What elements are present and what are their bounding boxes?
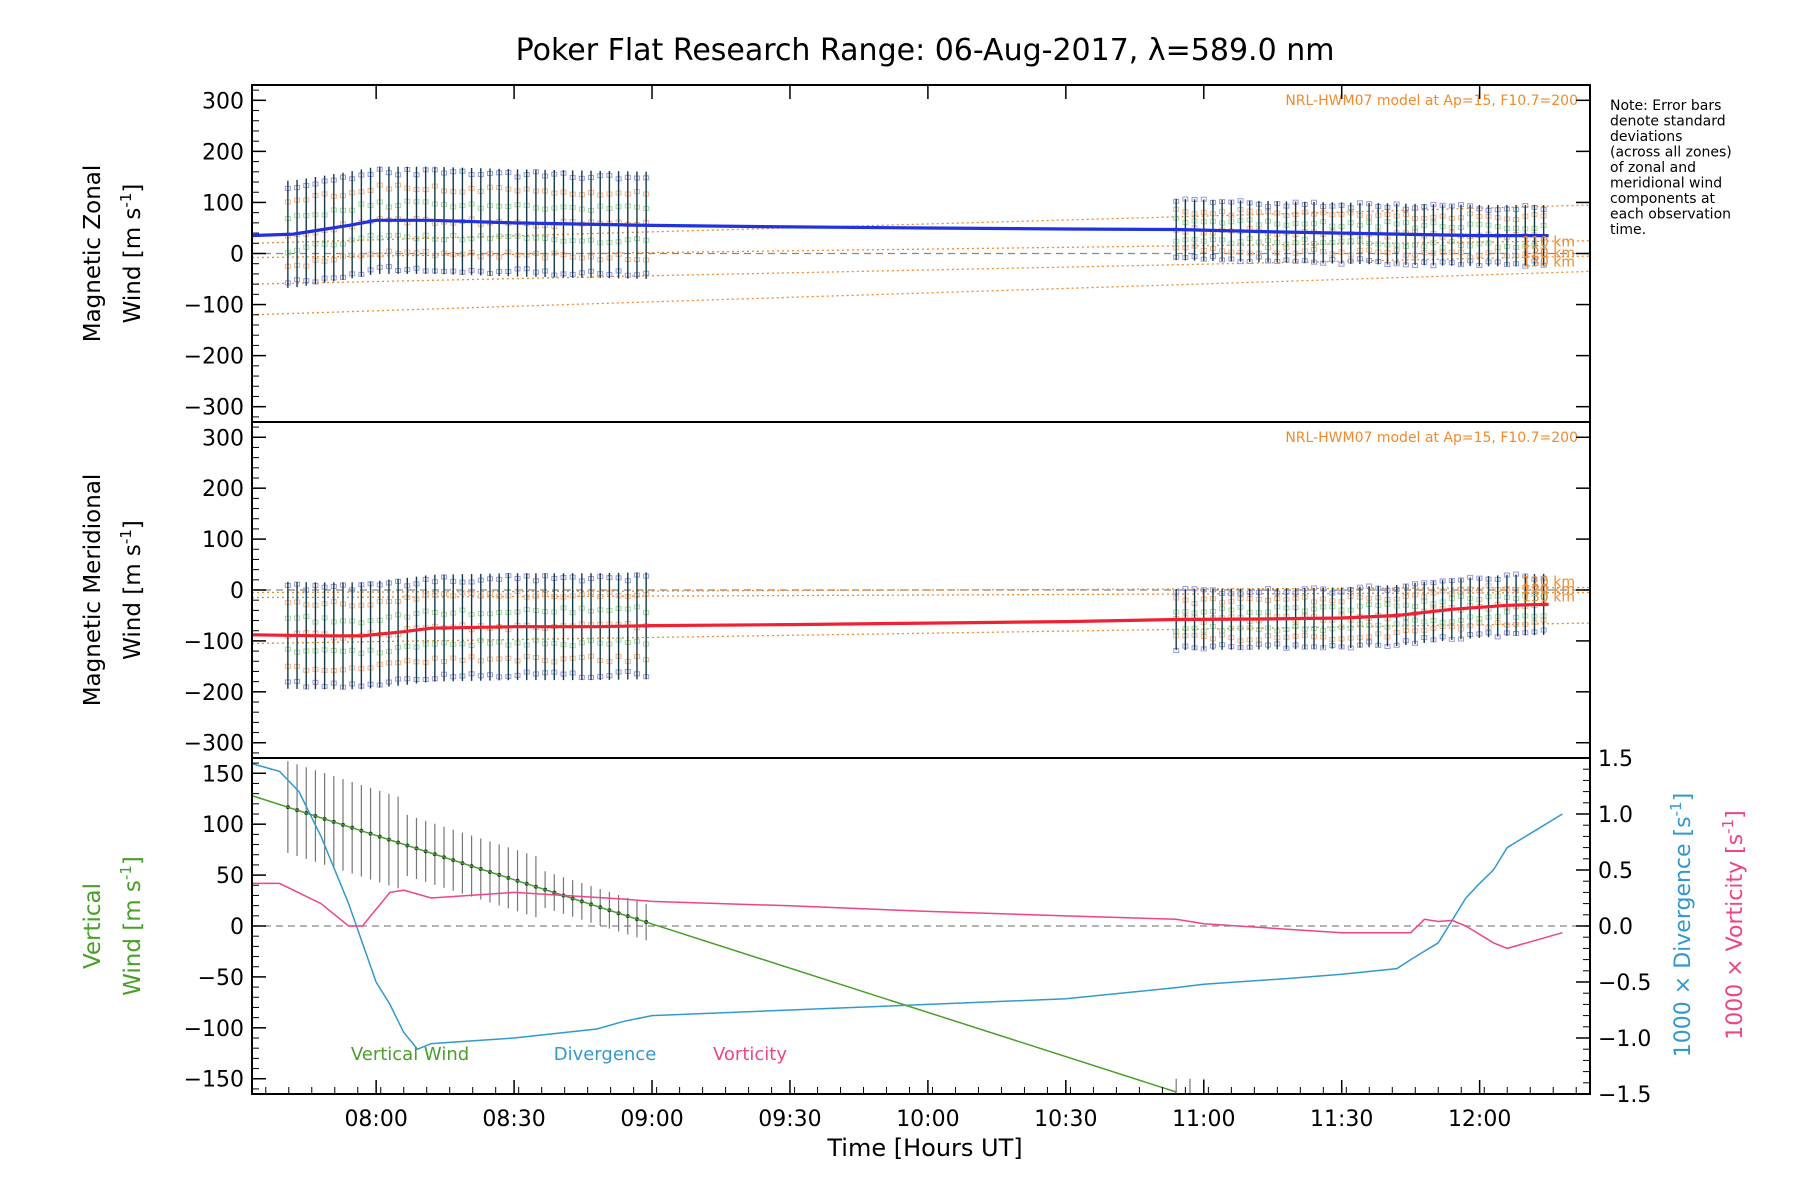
model-altitude-label: 120 km [1522,582,1575,598]
y-tick-label: 200 [202,140,244,165]
y-tick-label: −50 [198,966,244,991]
y-axis-title-line1: Magnetic Meridional [80,474,106,707]
y-tick-label: 100 [202,191,244,216]
y-tick-label: −150 [184,1068,244,1093]
y-tick-label: 0 [230,243,244,268]
y2-tick-label: 1.0 [1598,803,1633,828]
y2-tick-label: 0.0 [1598,915,1633,940]
model-altitude-label: 110 km [1522,234,1575,250]
x-tick-label: 08:30 [482,1107,545,1132]
note-line: components at [1610,191,1716,207]
divergence-line [252,762,1563,1051]
zonal-wind-line [252,218,1549,238]
model-label: NRL-HWM07 model at Ap=15, F10.7=200 [1285,93,1578,109]
model-altitude-label: 130 km [1522,590,1575,606]
y-tick-label: −300 [184,396,244,421]
model-altitude-label: 130 km [1522,255,1575,271]
y-tick-label: 100 [202,813,244,838]
y-axis-title-line1: Vertical [80,883,106,969]
y-tick-label: −200 [184,345,244,370]
y-axis-title-line2: Wind [m s-1] [117,520,146,660]
y-tick-label: −100 [184,294,244,319]
y2-tick-label: 0.5 [1598,859,1633,884]
meridional-wind-line [252,602,1549,638]
vorticity-line [252,882,1563,950]
model-altitude-label: 120 km [1522,246,1575,262]
note-line: (across all zones) [1610,145,1732,161]
y-tick-label: −300 [184,732,244,757]
vorticity-axis-title: 1000 × Vorticity [s-1] [1719,810,1748,1039]
divergence-axis-title: 1000 × Divergence [s-1] [1667,793,1696,1057]
plot-area [252,761,1590,1094]
y-tick-label: 0 [230,915,244,940]
x-axis-title: Time [Hours UT] [826,1134,1022,1162]
y-tick-label: −100 [184,1017,244,1042]
x-tick-label: 09:30 [758,1107,821,1132]
y-tick-label: 300 [202,89,244,114]
legend-label-divergence: Divergence [554,1044,657,1065]
x-tick-label: 11:00 [1172,1107,1235,1132]
x-tick-label: 08:00 [344,1107,407,1132]
figure-title: Poker Flat Research Range: 06-Aug-2017, … [516,33,1335,68]
vertical-wind-line [252,794,1177,1093]
model-line [252,591,1590,599]
y-tick-label: 50 [216,864,244,889]
y2-tick-label: −0.5 [1598,971,1651,996]
y-tick-label: −200 [184,681,244,706]
legend-label-vertical-wind: Vertical Wind [351,1044,469,1065]
model-line [252,204,1590,244]
note-line: each observation [1610,207,1731,223]
panel-zonal-wind: NRL-HWM07 model at Ap=15, F10.7=200 110 k… [80,84,1591,423]
note-line: meridional wind [1610,176,1722,192]
y2-tick-label: 1.5 [1598,747,1633,772]
panel-meridional-wind: NRL-HWM07 model at Ap=15, F10.7=200 110 k… [80,421,1591,759]
x-tick-label: 10:00 [896,1107,959,1132]
y-axis-title-line1: Magnetic Zonal [80,165,106,343]
y2-tick-label: −1.5 [1598,1083,1651,1108]
y-tick-label: 150 [202,762,244,787]
plot-area [252,571,1590,690]
note-line: deviations [1610,129,1682,145]
note-line: denote standard [1610,114,1726,130]
x-tick-label: 12:00 [1448,1107,1511,1132]
y-tick-label: 300 [202,426,244,451]
note-line: of zonal and [1610,160,1696,176]
model-label: NRL-HWM07 model at Ap=15, F10.7=200 [1285,430,1578,446]
x-tick-label: 10:30 [1034,1107,1097,1132]
x-tick-label: 11:30 [1310,1107,1373,1132]
model-line [252,270,1590,316]
y-tick-label: 0 [230,579,244,604]
y2-tick-label: −1.0 [1598,1027,1651,1052]
plot-area [252,166,1590,316]
legend-label-vorticity: Vorticity [713,1044,787,1065]
x-tick-label: 09:00 [620,1107,683,1132]
y-tick-label: 100 [202,528,244,553]
model-altitude-label: 110 km [1522,574,1575,590]
panel-vertical-wind: Vertical Wind Divergence Vorticity 1.5 1.0 0.… [80,85,1748,1162]
y-tick-label: 200 [202,477,244,502]
panel-frame [251,757,1591,1095]
note-line: time. [1610,222,1646,238]
y-tick-label: −100 [184,630,244,655]
note-line: Note: Error bars [1610,98,1721,114]
